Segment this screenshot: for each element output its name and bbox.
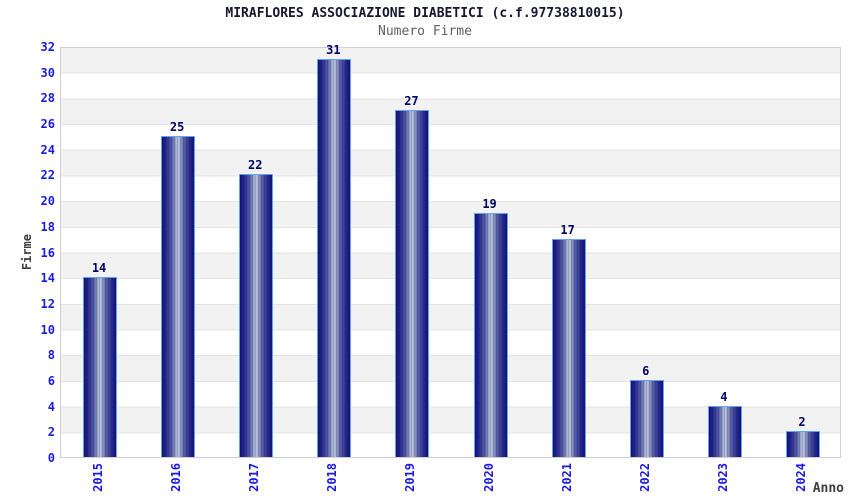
y-tick-label: 0 — [47, 451, 55, 465]
y-tick-label: 32 — [40, 40, 55, 54]
y-axis-title: Firme — [20, 234, 34, 271]
y-tick-label: 20 — [40, 194, 55, 209]
y-tick-label: 30 — [40, 65, 55, 80]
bar-value-label: 27 — [404, 94, 419, 109]
y-tick-label: 22 — [40, 168, 55, 183]
bar-2019 — [395, 110, 430, 457]
y-tick-label: 14 — [40, 271, 55, 286]
y-tick-label: 4 — [47, 399, 55, 414]
x-tick-label: 2016 — [169, 463, 184, 492]
y-tick-label: 10 — [40, 322, 55, 337]
y-tick-label: 26 — [40, 117, 55, 132]
y-tick-label: 12 — [40, 296, 55, 311]
bar-value-label: 2 — [798, 415, 806, 430]
x-axis-title: Anno — [812, 481, 844, 496]
x-tick-label: 2015 — [91, 463, 106, 492]
bar-value-label: 25 — [169, 119, 185, 134]
bar-2023 — [707, 405, 742, 457]
x-tick-label: 2020 — [481, 463, 496, 492]
y-tick-label: 28 — [40, 91, 55, 106]
bar-2017 — [239, 174, 274, 457]
bar-2021 — [551, 238, 586, 457]
bar-2022 — [629, 379, 664, 457]
x-tick-label: 2022 — [637, 463, 652, 492]
x-tick-label: 2024 — [793, 463, 808, 492]
bar-value-label: 6 — [642, 363, 650, 378]
x-tick-label: 2021 — [559, 463, 574, 492]
bar-value-label: 17 — [560, 222, 575, 237]
bar-value-label: 19 — [482, 196, 497, 211]
y-tick-label: 8 — [47, 348, 55, 363]
bar-value-label: 22 — [248, 158, 263, 173]
x-tick-label: 2019 — [403, 463, 418, 492]
y-tick-label: 18 — [40, 219, 55, 234]
bar-value-label: 4 — [720, 389, 728, 404]
x-tick-label: 2018 — [325, 463, 340, 492]
y-tick-label: 24 — [40, 142, 55, 157]
plot-area — [60, 47, 841, 458]
chart-title: MIRAFLORES ASSOCIAZIONE DIABETICI (c.f.9… — [225, 6, 625, 21]
bar-value-label: 14 — [91, 261, 107, 276]
bar-2020 — [473, 212, 508, 457]
x-tick-label: 2017 — [247, 463, 262, 492]
y-tick-label: 6 — [47, 373, 55, 388]
bar-2024 — [785, 431, 820, 457]
bar-2015 — [83, 277, 118, 457]
bar-2016 — [161, 135, 196, 457]
bar-2018 — [317, 58, 352, 457]
bar-value-label: 31 — [326, 42, 341, 57]
y-tick-label: 16 — [40, 245, 55, 260]
y-tick-label: 2 — [47, 425, 55, 440]
chart-subtitle: Numero Firme — [378, 24, 472, 39]
x-tick-label: 2023 — [715, 463, 730, 492]
